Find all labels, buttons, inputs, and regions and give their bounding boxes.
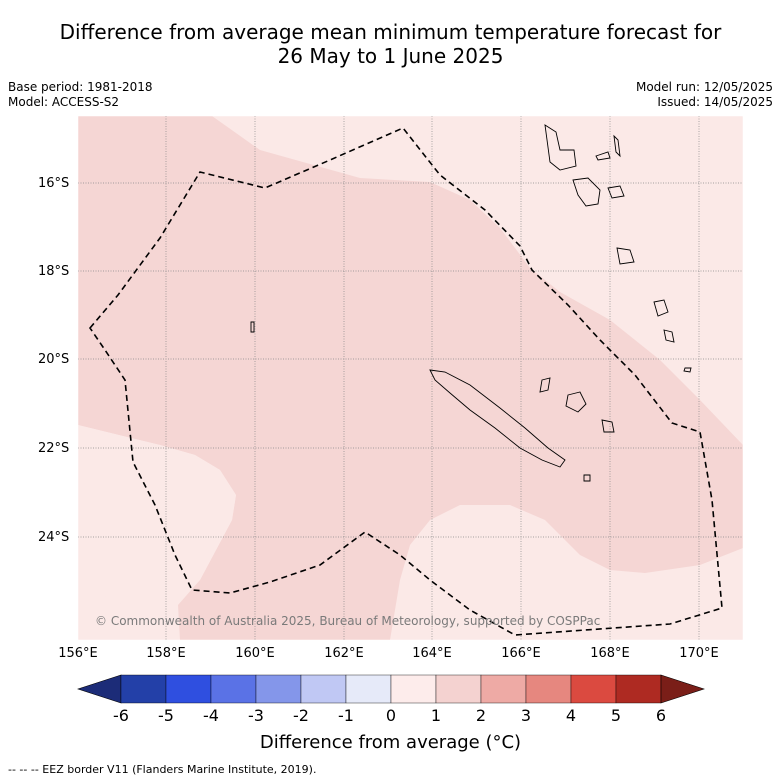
map-frame: [77, 115, 744, 641]
colorbar-tick-label: 6: [655, 706, 667, 725]
colorbar-tick-label: 5: [610, 706, 622, 725]
anomaly-one-to-two: [78, 116, 743, 640]
lat-label-20s: 20°S: [38, 352, 70, 367]
colorbar-bin-5: [345, 674, 392, 704]
coastlines: [250, 124, 692, 482]
colorbar-tick-label: 1: [430, 706, 442, 725]
colorbar-bin-9: [525, 674, 572, 704]
lon-label-166e: 166°E: [501, 646, 541, 661]
lon-label-164e: 164°E: [412, 646, 452, 661]
loyalty-island-2: [565, 391, 587, 413]
lord-howe-small: [250, 321, 255, 333]
colorbar-tick-label: 0: [385, 706, 397, 725]
colorbar-tick-label: -4: [203, 706, 219, 725]
lon-label-160e: 160°E: [235, 646, 275, 661]
lon-label-168e: 168°E: [590, 646, 630, 661]
colorbar-tick-label: -6: [113, 706, 129, 725]
lon-label-162e: 162°E: [324, 646, 364, 661]
lat-label-16s: 16°S: [38, 176, 70, 191]
isle-of-pines: [583, 474, 591, 482]
model-run: Model run: 12/05/2025: [635, 80, 773, 94]
colorbar-bin-4: [300, 674, 347, 704]
colorbar-bin-7: [435, 674, 482, 704]
copyright-notice: © Commonwealth of Australia 2025, Bureau…: [95, 614, 601, 628]
vanuatu-aneityum: [663, 329, 675, 343]
colorbar-under-arrow: [77, 674, 122, 704]
colorbar-tick-label: 4: [565, 706, 577, 725]
issued-date: Issued: 14/05/2025: [657, 95, 773, 109]
eez-border: [88, 127, 723, 636]
model-name: Model: ACCESS-S2: [8, 95, 120, 109]
colorbar-bin-2: [210, 674, 257, 704]
colorbar-bin-10: [570, 674, 617, 704]
meta-left: Base period: 1981-2018 Model: ACCESS-S2: [8, 80, 153, 110]
base-period: Base period: 1981-2018: [8, 80, 153, 94]
colorbar-over-arrow: [660, 674, 705, 704]
vanuatu-small-3: [607, 185, 625, 199]
colorbar-bin-0: [120, 674, 167, 704]
anomaly-zero-to-one-left-patch: [78, 425, 236, 606]
lat-label-22s: 22°S: [38, 441, 70, 456]
colorbar-tick-label: -3: [248, 706, 264, 725]
meta-right: Model run: 12/05/2025 Issued: 14/05/2025: [636, 80, 773, 110]
eez-legend-note: -- -- -- EEZ border V11 (Flanders Marine…: [8, 763, 317, 776]
colorbar-bin-6: [390, 674, 437, 704]
vanuatu-espiritu-santo: [544, 124, 577, 171]
title-line-2: 26 May to 1 June 2025: [277, 44, 504, 68]
colorbar-bin-1: [165, 674, 212, 704]
lon-label-156e: 156°E: [58, 646, 98, 661]
colorbar-tick-label: -5: [158, 706, 174, 725]
vanuatu-tanna: [653, 299, 669, 317]
colorbar: [77, 674, 705, 704]
colorbar-bin-11: [615, 674, 662, 704]
colorbar-tick-label: 2: [475, 706, 487, 725]
colorbar-bin-8: [480, 674, 527, 704]
vanuatu-malekula: [572, 177, 601, 207]
chart-title: Difference from average mean minimum tem…: [0, 20, 781, 68]
loyalty-island-3: [601, 419, 615, 433]
colorbar-bin-3: [255, 674, 302, 704]
matthew-island: [683, 367, 692, 373]
graticule: [78, 116, 743, 640]
vanuatu-small-1: [595, 151, 611, 161]
vanuatu-efate: [616, 247, 635, 265]
lon-label-170e: 170°E: [679, 646, 719, 661]
colorbar-tick-label: -1: [338, 706, 354, 725]
map-area: [78, 116, 743, 640]
lon-label-158e: 158°E: [146, 646, 186, 661]
lat-label-18s: 18°S: [38, 264, 70, 279]
lat-label-24s: 24°S: [38, 530, 70, 545]
colorbar-title: Difference from average (°C): [259, 732, 522, 753]
new-caledonia-coast: [429, 369, 566, 468]
colorbar-tick-label: -2: [293, 706, 309, 725]
title-line-1: Difference from average mean minimum tem…: [59, 20, 722, 44]
loyalty-island-1: [539, 377, 551, 393]
colorbar-tick-label: 3: [520, 706, 532, 725]
vanuatu-small-2: [613, 134, 621, 158]
